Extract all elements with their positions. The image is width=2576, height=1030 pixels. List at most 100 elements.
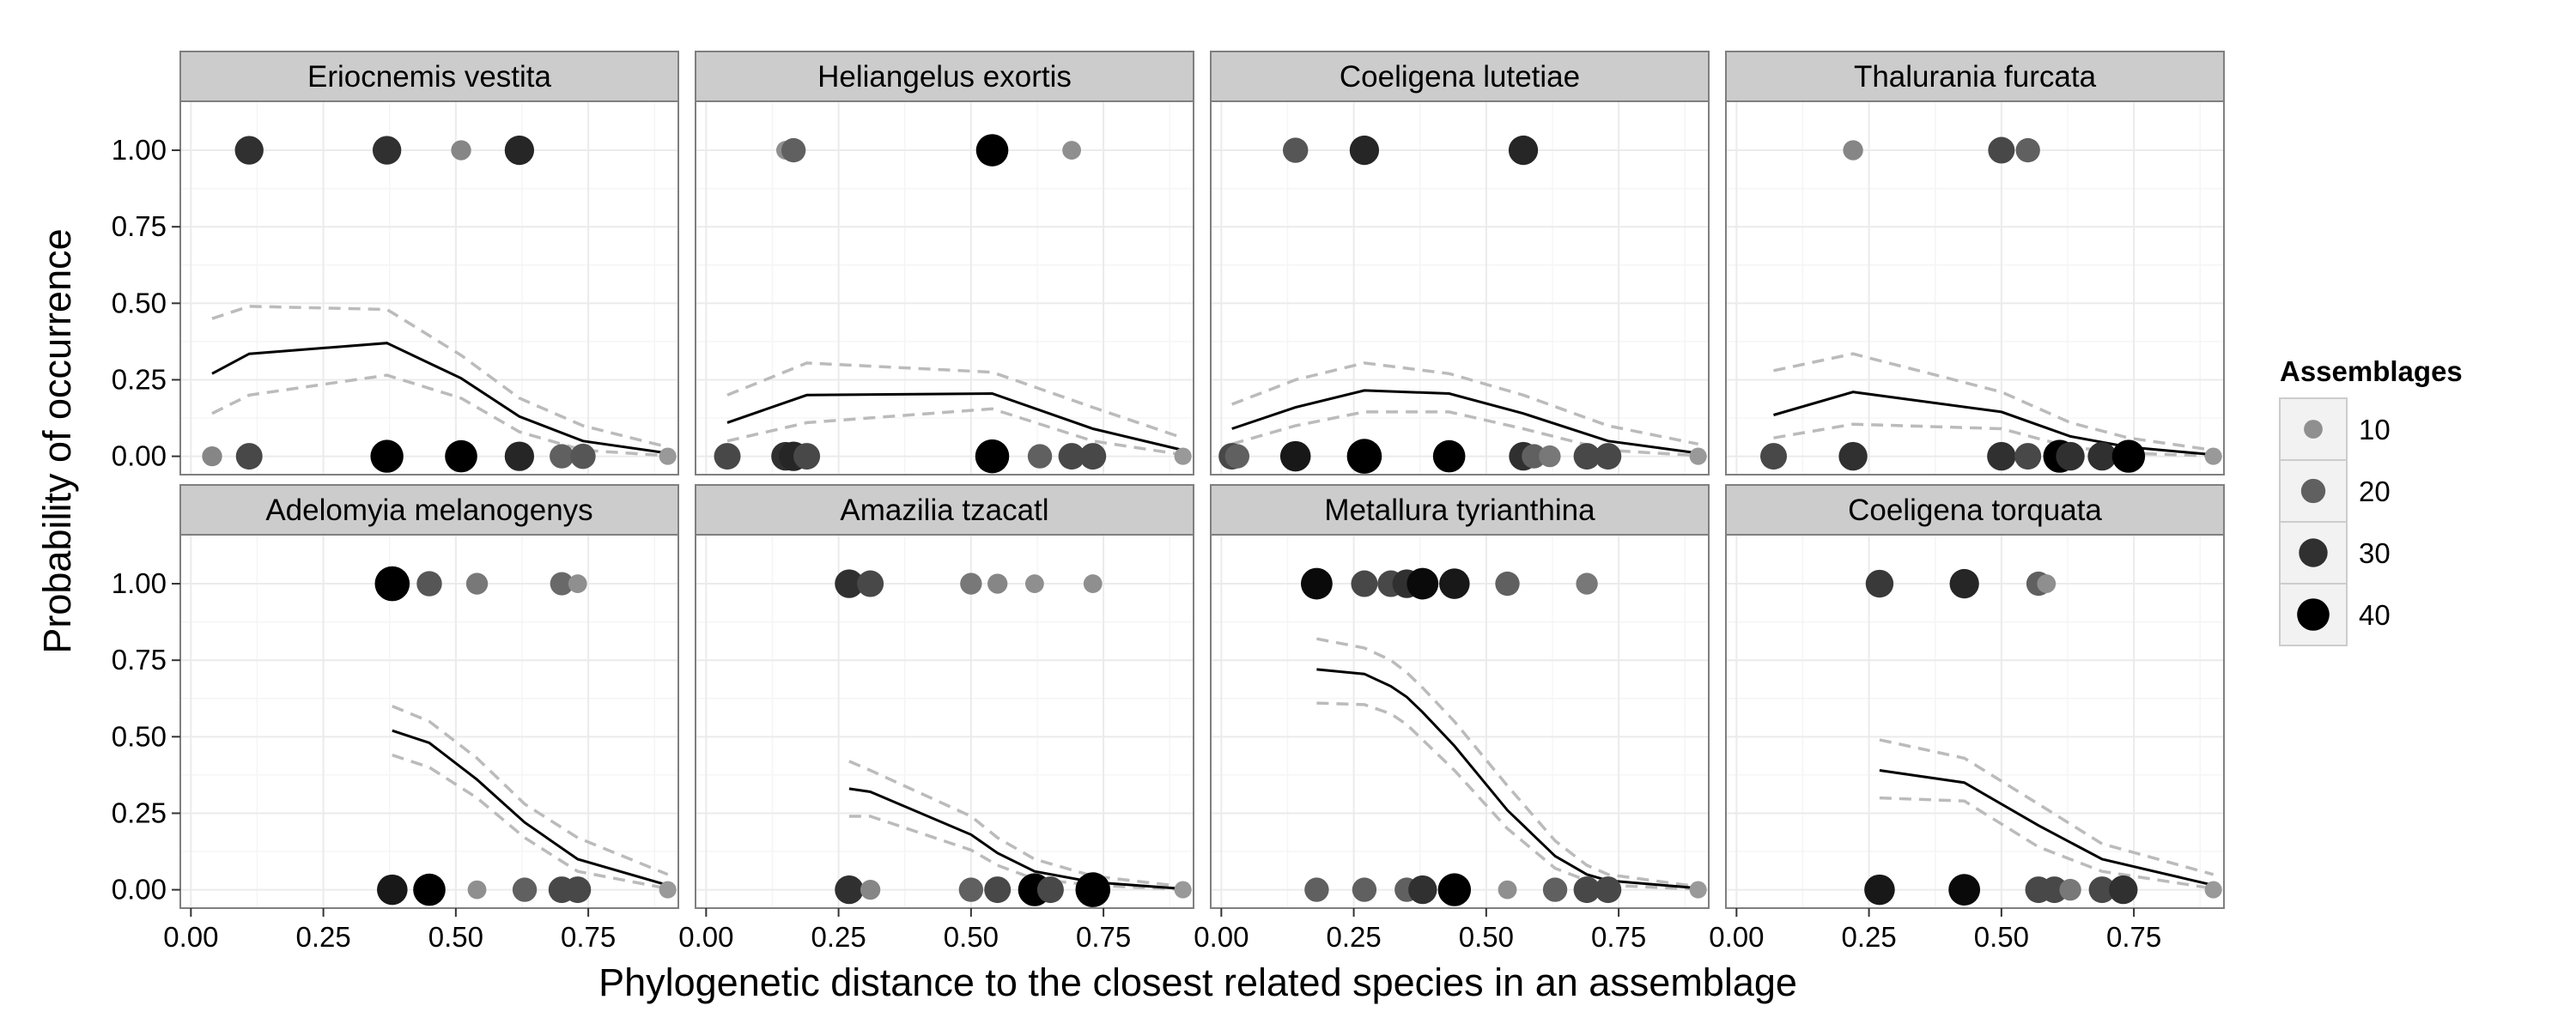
facet-title: Coeligena torquata [1848,494,2102,527]
data-point [2037,574,2057,593]
x-axis-title: Phylogenetic distance to the closest rel… [598,960,1797,1004]
facet-strip [695,484,1194,536]
x-tick-label: 0.50 [944,921,999,953]
plot-border [1210,534,1710,909]
lower-confidence-line [1773,422,2214,458]
data-point [793,443,821,470]
plot-border [1725,534,2225,909]
data-point [1406,567,1439,600]
facet-panel: Coeligena torquata 0.00 0.25 0.50 0.75 [1709,484,2225,953]
data-point [564,876,592,904]
panels-layer: Eriocnemis vestita 0.00 0.25 0.50 0.75 1.00 He… [112,51,2225,953]
data-point [2204,881,2222,899]
data-point [1079,443,1107,470]
fitted-probability-line [1879,769,2215,887]
upper-confidence-line [848,760,1183,888]
data-point [1539,445,1561,468]
data-point [2041,876,2069,904]
legend-label: 10 [2359,414,2391,445]
data-point [1495,571,1520,597]
legend-symbol [2297,598,2330,631]
plot-border [695,100,1194,476]
data-point [377,874,408,906]
facet-title: Amazilia tzacatl [840,494,1048,527]
data-point [1300,567,1333,600]
data-point [1408,875,1437,905]
gridlines [696,535,1194,908]
upper-confidence-line [1316,637,1698,888]
data-point [550,572,574,596]
data-point [1027,444,1053,469]
facet-title: Adelomyia melanogenys [265,494,592,527]
data-point [202,445,222,467]
facet-title: Thalurania furcata [1854,60,2097,94]
fitted-probability-line [1231,389,1698,455]
lower-confidence-line [848,815,1183,892]
data-point [2014,443,2042,470]
data-point [2015,137,2040,163]
data-point [1437,873,1472,906]
y-axis-title: Probability of occurrence [35,228,79,653]
data-point [1224,444,1250,469]
data-point [1346,439,1382,474]
data-point [504,135,535,166]
data-point [1865,569,1894,598]
x-tick-label: 0.25 [811,921,866,953]
plot-border [1210,100,1710,476]
data-point [451,140,471,161]
data-point [860,879,881,900]
data-point [1174,881,1192,899]
gridlines [696,101,1194,475]
data-point [1988,136,2015,164]
legend-title: Assemblages [2280,355,2463,387]
data-point [987,573,1008,594]
data-point [857,570,884,597]
x-tick-label: 0.75 [561,921,616,953]
data-point [1304,877,1329,902]
x-tick-label: 0.00 [163,921,218,953]
data-point [659,447,677,465]
facet-strip [1210,51,1710,102]
data-point [714,443,741,470]
facet-strip [179,51,679,102]
data-point [1522,444,1546,469]
data-point [416,571,442,597]
data-point [1279,440,1311,472]
data-point [958,877,984,902]
x-tick-label: 0.75 [2106,921,2161,953]
data-point [465,573,489,595]
y-tick-label: 1.00 [112,134,167,166]
facet-panel: Adelomyia melanogenys 0.00 0.25 0.50 0.75 1.0… [112,484,679,953]
data-point [1689,881,1707,899]
data-point [570,443,596,470]
legend-label: 30 [2359,537,2391,569]
facet-panel: Heliangelus exortis [695,51,1194,476]
legend-key [2279,521,2348,585]
lower-confidence-line [392,754,669,890]
facet-strip [1725,484,2225,536]
data-point [1036,876,1064,904]
data-point [2059,878,2081,901]
data-point [1498,880,1517,900]
data-point [1508,135,1539,166]
y-tick-label: 0.50 [112,720,167,752]
y-tick-label: 0.00 [112,440,167,472]
y-tick-label: 0.75 [112,210,167,242]
facet-panel: Metallura tyrianthina 0.00 0.25 0.50 0.75 [1194,484,1710,953]
fitted-probability-line [392,729,669,887]
data-point [659,881,677,899]
data-point [835,875,864,905]
data-point [984,876,1012,904]
data-point [372,136,402,165]
data-point [1948,874,1981,906]
legend-label: 40 [2359,599,2391,631]
x-tick-label: 0.25 [1326,921,1381,953]
x-tick-label: 0.25 [1841,921,1896,953]
facet-panel: Eriocnemis vestita 0.00 0.25 0.50 0.75 1.00 [112,51,679,476]
plot-area [179,100,679,476]
fitted-probability-line [1316,668,1698,890]
data-point [1760,443,1788,470]
data-point [512,877,538,902]
data-point [1282,137,1309,163]
legend-symbol [2304,420,2323,439]
